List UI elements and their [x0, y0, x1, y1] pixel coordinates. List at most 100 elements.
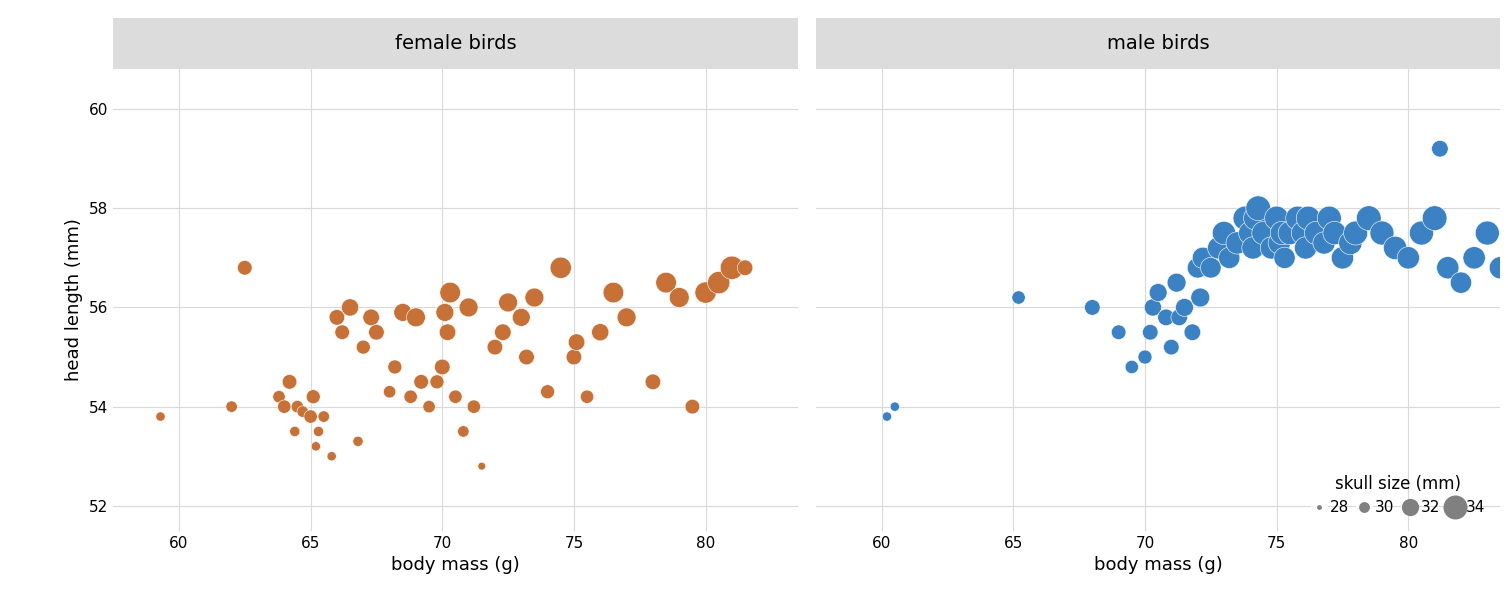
Point — [1488, 263, 1508, 273]
Point — [514, 352, 538, 362]
Point — [324, 312, 348, 322]
Point — [562, 352, 587, 362]
Point — [1383, 243, 1407, 253]
Point — [1273, 253, 1297, 263]
Point — [433, 308, 457, 317]
Point — [1463, 253, 1487, 263]
Point — [1422, 213, 1446, 223]
Point — [1318, 213, 1342, 223]
Point — [1396, 253, 1421, 263]
Point — [299, 412, 323, 421]
Point — [383, 362, 407, 372]
Point — [220, 402, 244, 411]
Point — [277, 377, 302, 387]
Point — [391, 308, 415, 317]
Point — [457, 303, 481, 312]
Point — [522, 292, 546, 302]
Point — [535, 387, 559, 397]
Point — [1344, 228, 1368, 238]
Point — [1181, 327, 1205, 337]
Y-axis label: head length (mm): head length (mm) — [65, 218, 83, 382]
Point — [654, 278, 679, 288]
Point — [1357, 213, 1381, 223]
Point — [1120, 362, 1145, 372]
Point — [1252, 228, 1276, 238]
Point — [1449, 278, 1473, 288]
Point — [377, 387, 401, 397]
Point — [1323, 228, 1347, 238]
Point — [1338, 238, 1362, 248]
Point — [733, 263, 757, 273]
Point — [409, 377, 433, 387]
Point — [351, 343, 375, 352]
Point — [1224, 238, 1249, 248]
Point — [330, 327, 354, 337]
Point — [285, 402, 309, 411]
Point — [439, 288, 463, 297]
Point — [1107, 327, 1131, 337]
Point — [1188, 292, 1212, 302]
Point — [338, 303, 362, 312]
Legend: 28, 30, 32, 34: 28, 30, 32, 34 — [1304, 467, 1493, 523]
Point — [1234, 213, 1258, 223]
Point — [345, 437, 369, 446]
Point — [1286, 213, 1310, 223]
Point — [1291, 228, 1315, 238]
Point — [575, 392, 599, 402]
Point — [273, 402, 297, 411]
Point — [694, 288, 718, 297]
Point — [882, 402, 906, 411]
Point — [306, 426, 330, 436]
Point — [1428, 144, 1452, 154]
Point — [1191, 253, 1215, 263]
Point — [490, 327, 514, 337]
Point — [1241, 243, 1265, 253]
Point — [1217, 253, 1241, 263]
Point — [1142, 303, 1166, 312]
Point — [461, 402, 486, 411]
Point — [549, 263, 573, 273]
Point — [303, 441, 327, 451]
Point — [496, 298, 520, 308]
Point — [602, 288, 626, 297]
Point — [365, 327, 389, 337]
Point — [1259, 243, 1283, 253]
Point — [1206, 243, 1231, 253]
Point — [1312, 238, 1336, 248]
Point — [436, 327, 460, 337]
Point — [707, 278, 731, 288]
Point — [282, 426, 306, 436]
Point — [1244, 213, 1268, 223]
Point — [1267, 238, 1291, 248]
Point — [564, 337, 588, 347]
Point — [404, 312, 428, 322]
Point — [320, 452, 344, 461]
Point — [615, 312, 639, 322]
Point — [1199, 263, 1223, 273]
Point — [1436, 263, 1460, 273]
Point — [719, 263, 743, 273]
X-axis label: body mass (g): body mass (g) — [1093, 556, 1223, 574]
Point — [1154, 312, 1178, 322]
Point — [1185, 263, 1209, 273]
Point — [1006, 292, 1030, 302]
Text: male birds: male birds — [1107, 34, 1209, 53]
Point — [425, 377, 449, 387]
Point — [1238, 228, 1262, 238]
Point — [1410, 228, 1434, 238]
Point — [483, 343, 507, 352]
Point — [510, 312, 534, 322]
X-axis label: body mass (g): body mass (g) — [391, 556, 520, 574]
Point — [398, 392, 422, 402]
Point — [267, 392, 291, 402]
Point — [588, 327, 612, 337]
Point — [1160, 343, 1184, 352]
Point — [1297, 213, 1321, 223]
Point — [232, 263, 256, 273]
Point — [302, 392, 326, 402]
Point — [1146, 288, 1170, 297]
Point — [1172, 303, 1196, 312]
Point — [1294, 243, 1318, 253]
Point — [641, 377, 665, 387]
Point — [680, 402, 704, 411]
